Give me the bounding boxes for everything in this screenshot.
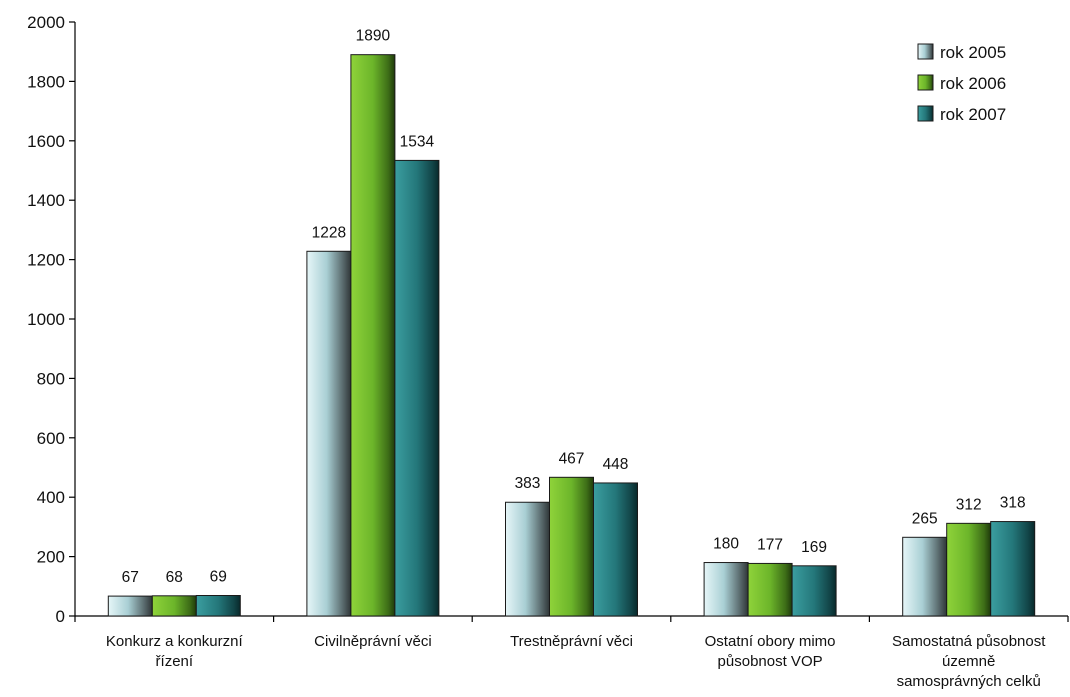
x-category-label: Trestněprávní věci [510,633,633,650]
y-tick-label: 2000 [27,13,65,32]
x-category-label: Ostatní obory mimo působnost VOP [705,633,836,670]
bar [151,595,197,617]
chart-bars [107,54,1036,617]
y-tick-label: 200 [37,548,65,567]
bar-value-label: 383 [515,475,541,492]
y-tick-label: 1400 [27,191,65,210]
bar [549,476,594,617]
bar-value-label: 180 [713,536,739,553]
bar-value-label: 265 [912,510,938,527]
bar-value-label: 1534 [400,133,435,150]
y-tick-label: 1600 [27,132,65,151]
y-tick-label: 800 [37,369,65,388]
bar-value-label: 467 [559,450,585,467]
bar-value-label: 312 [956,496,982,513]
bar [902,536,948,617]
y-tick-label: 1800 [27,72,65,91]
bar [350,54,396,617]
bar-value-label: 448 [603,456,629,473]
y-tick-label: 400 [37,488,65,507]
bar [703,562,749,617]
bar-value-label: 68 [166,569,183,586]
legend-swatch [917,74,934,91]
bar [505,501,550,617]
bar [990,521,1036,617]
bar [394,159,440,617]
y-tick-label: 600 [37,429,65,448]
y-tick-label: 0 [56,607,65,626]
bar [791,565,837,617]
legend-label: rok 2007 [940,105,1006,124]
y-tick-label: 1000 [27,310,65,329]
y-tick-label: 1200 [27,251,65,270]
chart-axes: 0 200 400 600 800 1000 1200 1400 1600 1800 2000 [27,13,1069,626]
bar-value-label: 169 [801,539,827,556]
legend-swatch [917,43,934,60]
bar [195,595,241,617]
bar-value-label: 318 [1000,495,1026,512]
bar [593,482,638,617]
bar-value-label: 69 [210,569,227,586]
bar [946,522,992,617]
x-category-label: Konkurz a konkurzní řízení [106,633,244,670]
x-category-label: Civilněprávní věci [314,633,432,650]
bar [107,595,153,617]
legend-label: rok 2005 [940,43,1006,62]
bar [306,250,352,617]
chart-data-labels: 67 68 69 1228 1890 1534 383 467 448 180 177 169 265 3… [122,28,1026,586]
bar [747,562,793,617]
bar-value-label: 67 [122,569,139,586]
chart-category-labels: Konkurz a konkurzní řízení Civilněprávní v… [106,633,1046,690]
x-category-label: Samostatná působnost územně samosprávných … [892,633,1046,690]
bar-value-label: 1890 [356,28,391,45]
legend-swatch [917,105,934,122]
chart-legend: rok 2005 rok 2006 rok 2007 [917,43,1006,124]
legend-label: rok 2006 [940,74,1006,93]
bar-value-label: 177 [757,536,783,553]
bar-value-label: 1228 [312,224,346,241]
